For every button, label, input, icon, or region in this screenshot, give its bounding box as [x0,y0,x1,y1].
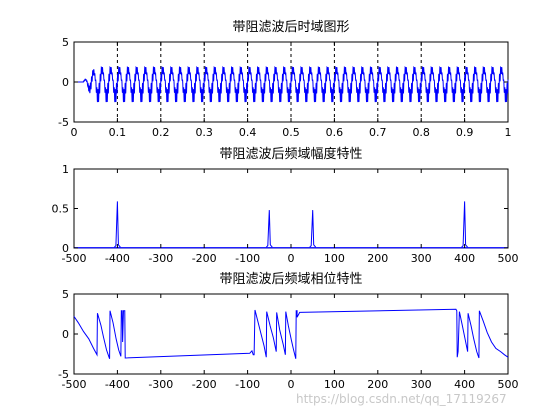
x-tick-label: 400 [454,252,475,265]
magnitude-peak [461,201,468,248]
x-tick-label: -300 [148,252,173,265]
x-tick-label: 0.1 [109,126,127,139]
y-tick-label: -5 [58,116,69,129]
x-tick-label: 0 [288,252,295,265]
y-tick-label: 5 [62,288,69,301]
chart-title: 带阻滤波后频域相位特性 [219,272,362,287]
x-tick-label: -400 [105,252,130,265]
x-ticks: -500 -400 -300 -200 -100 0 100 200 300 400 500 [62,169,519,265]
x-tick-label: 200 [367,378,388,391]
y-tick-label: 0 [62,242,69,255]
y-tick-label: 1 [62,163,69,176]
y-ticks: -5 0 5 [58,36,508,129]
x-tick-label: -200 [192,378,217,391]
signal-series [74,65,509,103]
y-tick-label: -5 [58,368,69,381]
x-tick-label: 300 [411,252,432,265]
y-tick-label: 0 [62,328,69,341]
y-ticks: 00.51 [52,163,508,255]
x-tick-label: -100 [235,252,260,265]
magnitude-peak [265,210,273,248]
x-tick-label: 500 [498,378,519,391]
plot-frame [73,168,509,249]
signal-line [74,65,509,103]
x-tick-label: -400 [105,378,130,391]
x-tick-label: -500 [62,252,87,265]
phase-series [73,308,509,359]
x-tick-label: 400 [454,378,475,391]
magnitude-peak [114,201,121,248]
time-domain-panel: 带阻滤波后时域图形 0 0.1 0.2 0.3 0.4 0.5 0.6 0.7 0.8 0.9 1 … [58,20,511,139]
x-tick-label: 0.5 [282,126,300,139]
x-tick-label: 200 [367,252,388,265]
x-tick-label: 0 [288,378,295,391]
y-ticks: -5 0 5 [58,288,508,381]
x-tick-label: -300 [148,378,173,391]
phase-panel: 带阻滤波后频域相位特性 -500 -400 -300 -200 -100 0 100 200 3… [58,272,518,391]
x-tick-label: -200 [192,252,217,265]
chart-title: 带阻滤波后频域幅度特性 [219,146,362,162]
y-tick-label: 0 [62,76,69,89]
x-tick-label: 0.2 [152,126,170,139]
x-tick-label: 0.8 [412,126,430,139]
chart-title: 带阻滤波后时域图形 [232,20,349,35]
x-tick-label: -500 [62,378,87,391]
x-tick-label: 500 [498,252,519,265]
x-tick-label: 0.7 [369,126,387,139]
x-ticks: 0 0.1 0.2 0.3 0.4 0.5 0.6 0.7 0.8 0.9 1 [71,42,512,139]
phase-line [73,308,509,359]
x-tick-label: 100 [324,252,345,265]
magnitude-peak [309,210,317,248]
watermark: https://blog.csdn.net/qq_17119267 [296,392,507,406]
y-tick-label: 5 [62,36,69,49]
x-tick-label: 0 [71,126,78,139]
x-tick-label: 0.3 [195,126,213,139]
x-tick-label: 100 [324,378,345,391]
x-tick-label: -100 [235,378,260,391]
x-ticks: -500 -400 -300 -200 -100 0 100 200 300 400 500 [62,294,519,391]
grid-lines [116,42,466,122]
x-tick-label: 0.6 [326,126,344,139]
plot-frame [73,293,509,375]
x-tick-label: 0.4 [239,126,257,139]
x-tick-label: 1 [505,126,512,139]
magnitude-panel: 带阻滤波后频域幅度特性 -500 -400 -300 -200 -100 0 100 200 3… [52,146,519,265]
x-tick-label: 300 [411,378,432,391]
y-tick-label: 0.5 [52,203,70,216]
x-tick-label: 0.9 [456,126,474,139]
